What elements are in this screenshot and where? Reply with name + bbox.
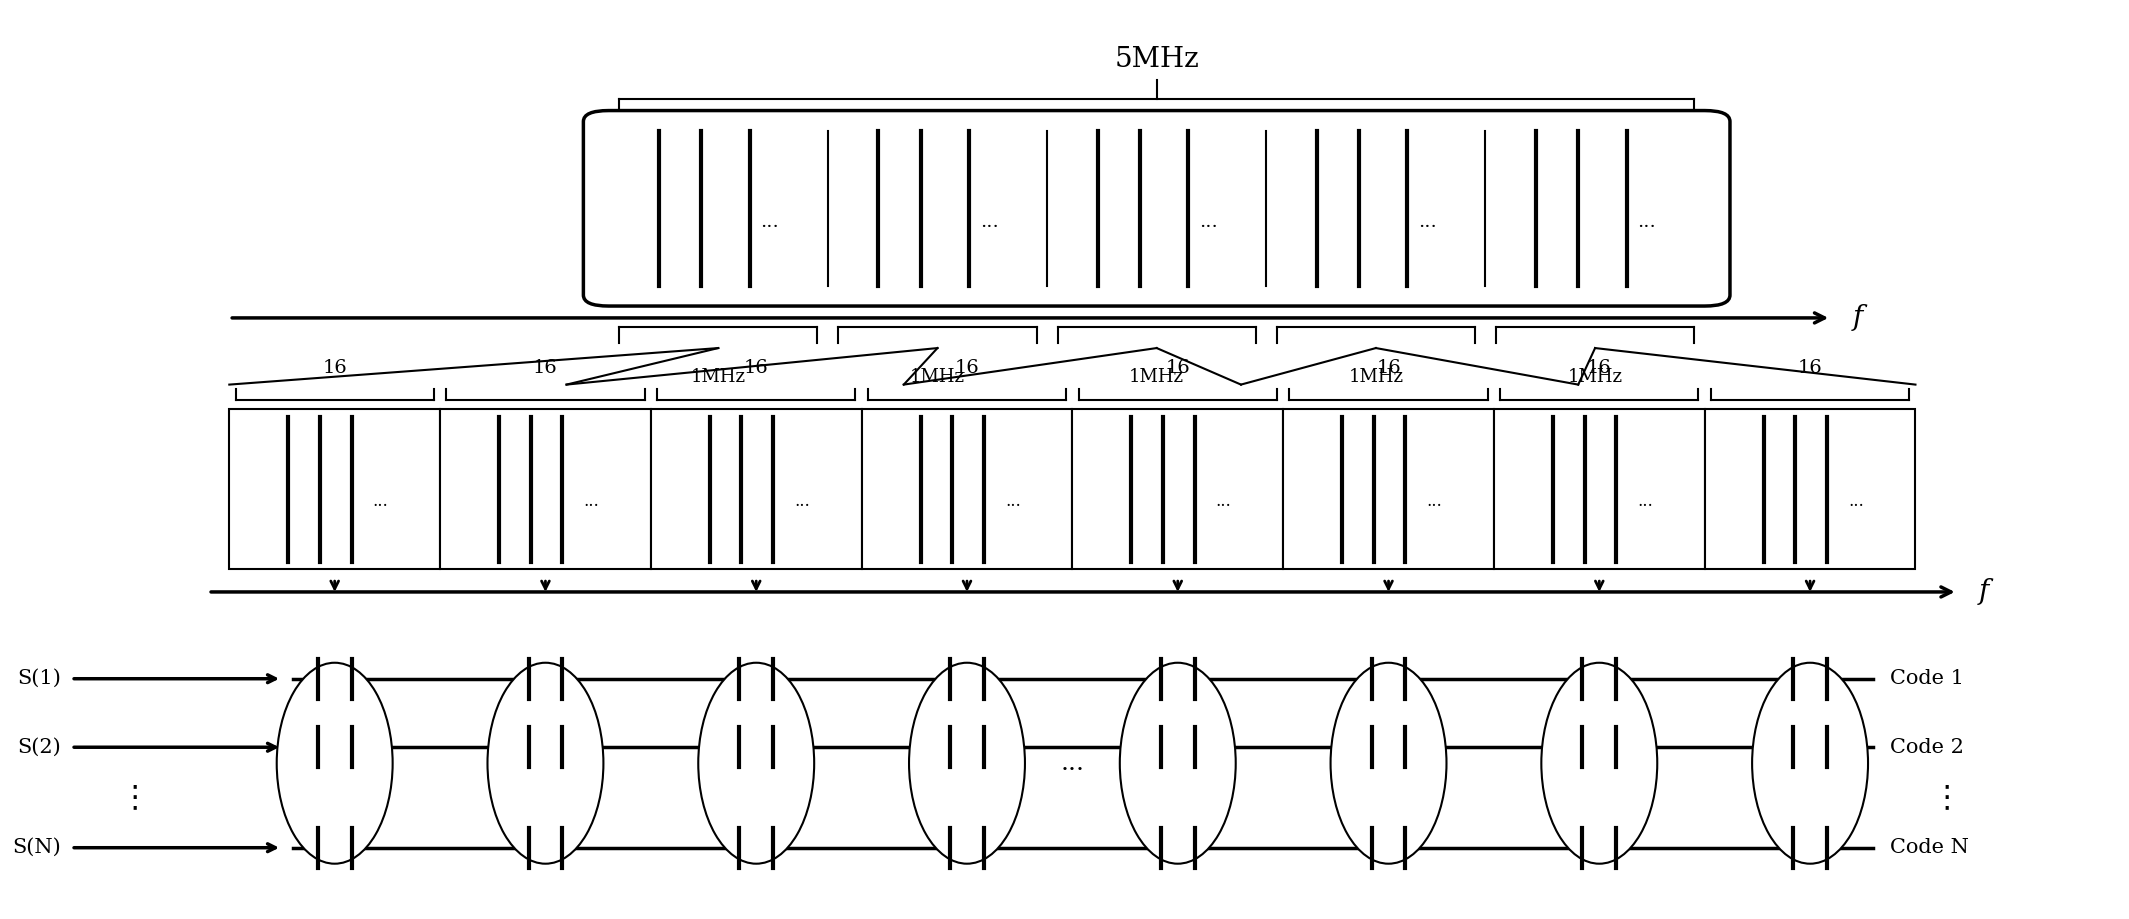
- Ellipse shape: [698, 663, 813, 864]
- Text: S(1): S(1): [17, 669, 62, 688]
- Text: ...: ...: [979, 213, 999, 232]
- Text: ...: ...: [1199, 213, 1218, 232]
- Text: ...: ...: [1637, 494, 1652, 510]
- Bar: [1495, 409, 1705, 569]
- Text: ...: ...: [1848, 494, 1863, 510]
- Ellipse shape: [1752, 663, 1867, 864]
- Text: 16: 16: [1797, 359, 1822, 378]
- Text: 16: 16: [1586, 359, 1612, 378]
- Text: 1MHz: 1MHz: [1128, 369, 1184, 386]
- Text: 16: 16: [1165, 359, 1190, 378]
- Bar: [441, 409, 651, 569]
- Ellipse shape: [1541, 663, 1656, 864]
- Bar: [230, 409, 441, 569]
- Text: Code N: Code N: [1891, 838, 1969, 857]
- Ellipse shape: [1120, 663, 1235, 864]
- Text: 1MHz: 1MHz: [909, 369, 964, 386]
- Text: 5MHz: 5MHz: [1113, 46, 1199, 74]
- Text: 16: 16: [532, 359, 558, 378]
- Bar: [1705, 409, 1916, 569]
- Text: 1MHz: 1MHz: [690, 369, 745, 386]
- Text: ...: ...: [760, 213, 779, 232]
- Text: ...: ...: [1637, 213, 1656, 232]
- Ellipse shape: [909, 663, 1024, 864]
- Text: ...: ...: [1060, 752, 1084, 775]
- Bar: [1073, 409, 1284, 569]
- Text: Code 2: Code 2: [1891, 738, 1965, 756]
- Text: f: f: [1852, 304, 1863, 332]
- Text: ...: ...: [1426, 494, 1441, 510]
- Text: S(N): S(N): [13, 838, 62, 857]
- Ellipse shape: [277, 663, 392, 864]
- Text: ...: ...: [1216, 494, 1231, 510]
- Text: ...: ...: [1418, 213, 1437, 232]
- Text: 16: 16: [321, 359, 347, 378]
- Text: 16: 16: [954, 359, 979, 378]
- Bar: [651, 409, 862, 569]
- Bar: [1284, 409, 1495, 569]
- Ellipse shape: [488, 663, 603, 864]
- Ellipse shape: [1331, 663, 1446, 864]
- Text: 16: 16: [1375, 359, 1401, 378]
- FancyBboxPatch shape: [583, 110, 1731, 306]
- Text: Code 1: Code 1: [1891, 669, 1965, 688]
- Text: 16: 16: [743, 359, 769, 378]
- Text: ...: ...: [583, 494, 598, 510]
- Text: ⋮: ⋮: [1931, 783, 1963, 812]
- Text: S(2): S(2): [17, 738, 62, 756]
- Bar: [862, 409, 1073, 569]
- Text: 1MHz: 1MHz: [1348, 369, 1403, 386]
- Text: ...: ...: [1005, 494, 1020, 510]
- Text: f: f: [1978, 578, 1988, 606]
- Text: 1MHz: 1MHz: [1567, 369, 1622, 386]
- Text: ...: ...: [373, 494, 387, 510]
- Text: ⋮: ⋮: [119, 783, 149, 812]
- Text: ...: ...: [794, 494, 809, 510]
